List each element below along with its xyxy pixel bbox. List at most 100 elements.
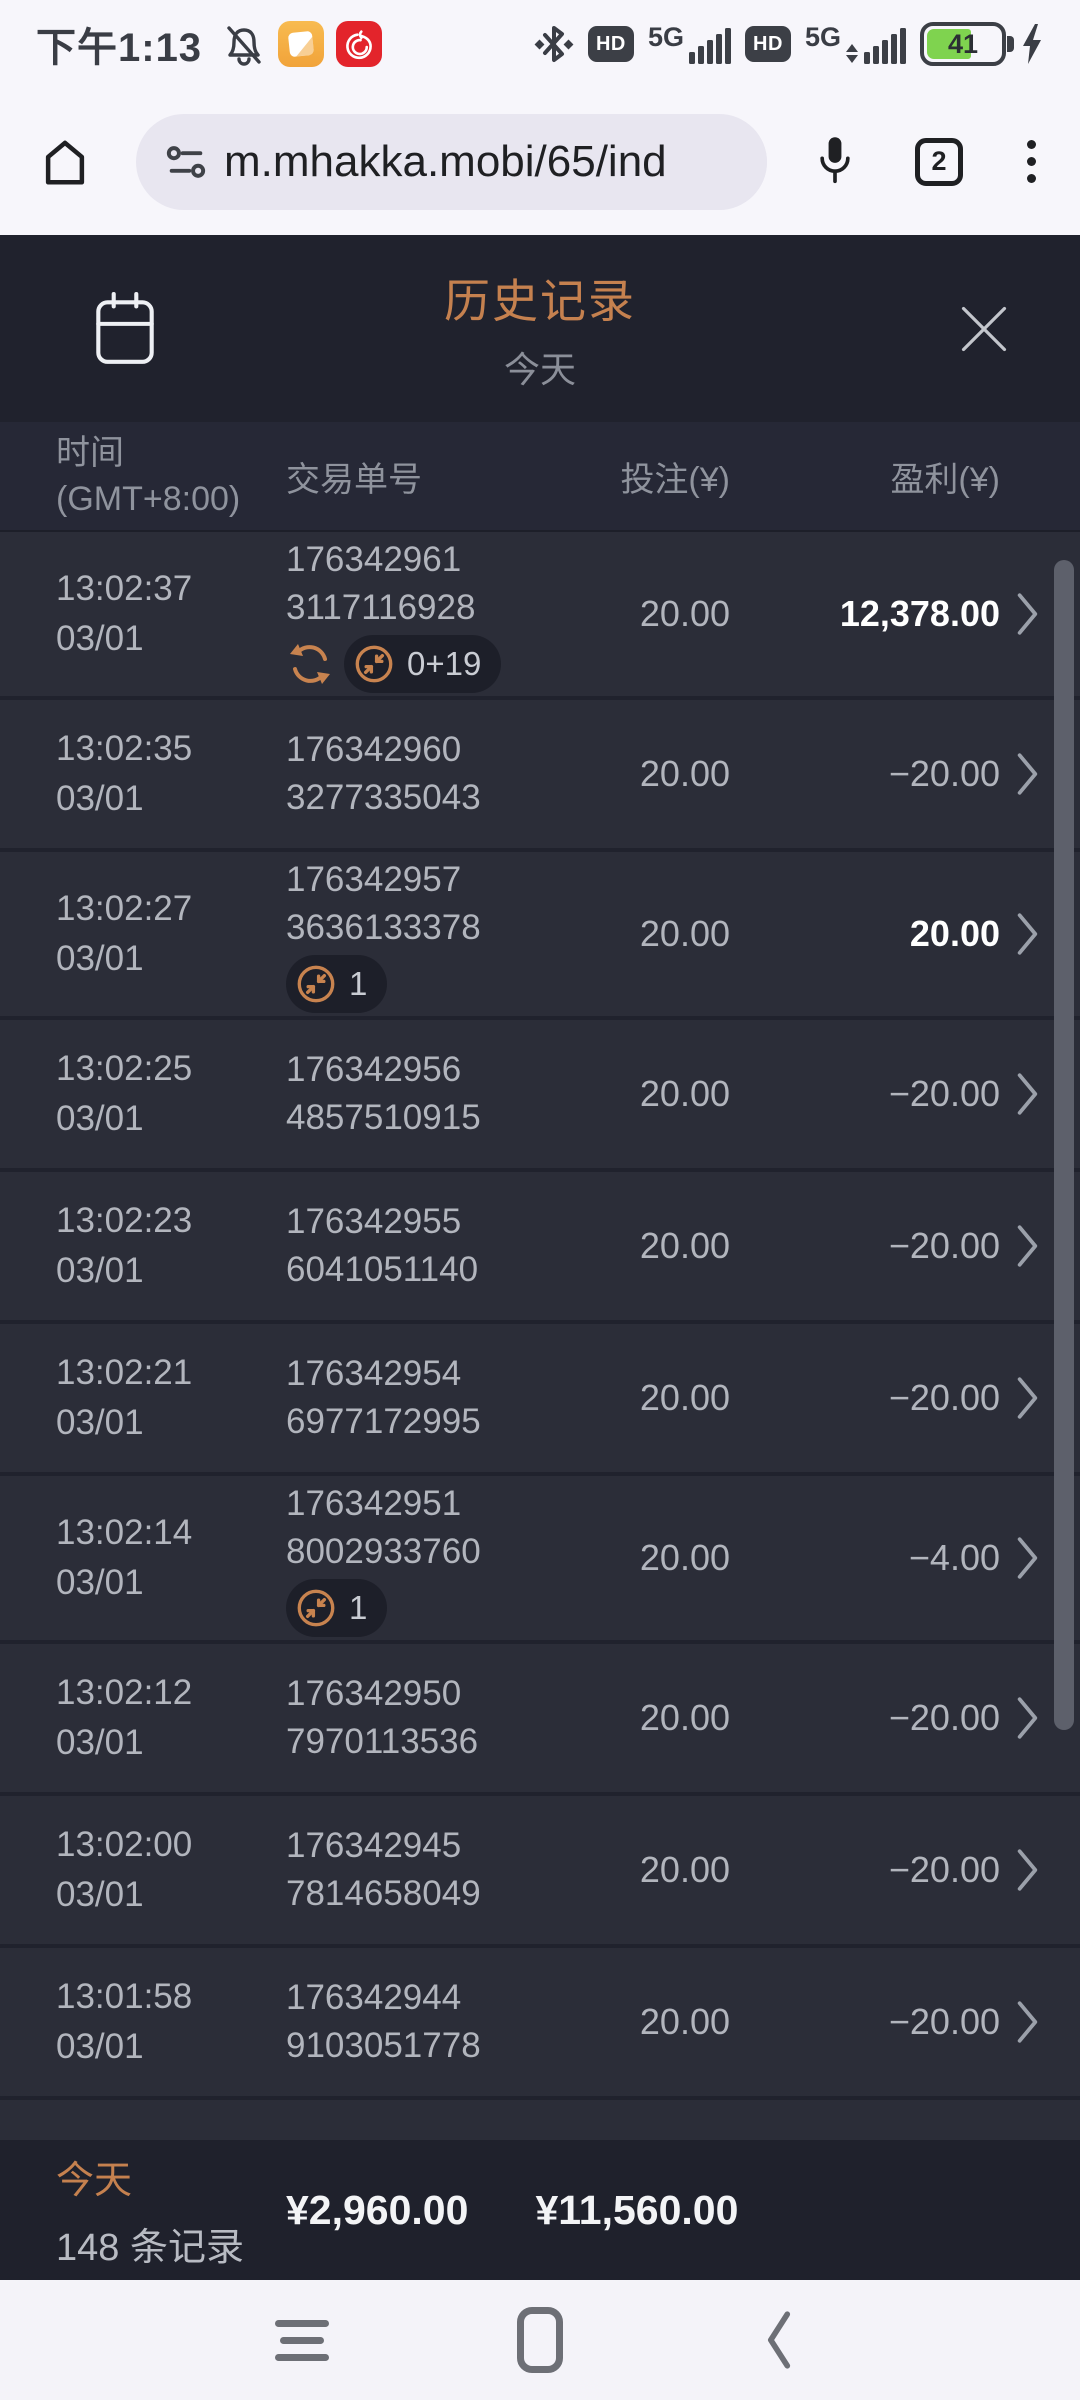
signal-sim1: 5G <box>648 24 731 64</box>
date-value: 03/01 <box>56 1875 144 1914</box>
combo-badge: 0+19 <box>344 635 502 693</box>
row-chevron <box>1000 1999 1056 2045</box>
record-row[interactable]: 13:01:58 03/01 176342944 9103051778 20.0… <box>0 1948 1080 2100</box>
battery-fill <box>927 29 971 59</box>
chevron-right-icon <box>1017 1377 1038 1419</box>
chevron-right-icon <box>1017 1697 1038 1739</box>
time-value: 13:02:21 <box>56 1353 193 1392</box>
history-modal-header: 历史记录 今天 <box>0 235 1080 422</box>
date-value: 03/01 <box>56 1403 144 1442</box>
order-id-line2: 7970113536 <box>286 1722 479 1761</box>
order-id-line2: 6977172995 <box>286 1402 481 1441</box>
recents-button[interactable] <box>274 2305 330 2375</box>
record-time-cell: 13:02:27 03/01 <box>56 884 286 984</box>
page-info-icon[interactable] <box>164 140 208 184</box>
order-id-line2: 9103051778 <box>286 2026 481 2065</box>
battery-percent: 41 <box>947 28 979 59</box>
order-id-line2: 7814658049 <box>286 1874 481 1913</box>
combo-icon <box>297 1589 335 1627</box>
date-value: 03/01 <box>56 1563 144 1602</box>
profit-value: −20.00 <box>888 1225 1000 1266</box>
scrollbar-thumb[interactable] <box>1054 560 1074 1730</box>
record-row[interactable]: 13:02:12 03/01 176342950 7970113536 20.0… <box>0 1644 1080 1796</box>
chevron-right-icon <box>1017 1225 1038 1267</box>
chevron-right-icon <box>1017 753 1038 795</box>
profit-value: −20.00 <box>888 1073 1000 1114</box>
profit-value: −20.00 <box>888 1697 1000 1738</box>
badge-row: 1 <box>286 1579 580 1637</box>
date-value: 03/01 <box>56 1723 144 1762</box>
record-row[interactable]: 13:02:00 03/01 176342945 7814658049 20.0… <box>0 1796 1080 1948</box>
profit-value: −20.00 <box>888 1849 1000 1890</box>
signal-bars-icon-2 <box>864 24 906 64</box>
browser-menu-button[interactable] <box>1021 134 1042 189</box>
order-id-line1: 176342951 <box>286 1484 462 1523</box>
calendar-button[interactable] <box>92 290 158 368</box>
close-button[interactable] <box>950 295 1018 363</box>
chevron-right-icon <box>1017 1073 1038 1115</box>
badge-count-label: 0+19 <box>407 645 482 682</box>
record-row[interactable]: 13:02:23 03/01 176342955 6041051140 20.0… <box>0 1172 1080 1324</box>
record-row[interactable]: 13:02:25 03/01 176342956 4857510915 20.0… <box>0 1020 1080 1172</box>
home-button[interactable] <box>38 135 92 189</box>
record-order-cell: 176342956 4857510915 <box>286 1046 580 1142</box>
order-id-line2: 3277335043 <box>286 778 481 817</box>
modal-subtitle: 今天 <box>503 348 576 390</box>
order-id-line1: 176342957 <box>286 860 462 899</box>
time-value: 13:02:00 <box>56 1825 193 1864</box>
bet-value: 20.00 <box>639 1073 730 1114</box>
profit-value: −20.00 <box>888 1377 1000 1418</box>
summary-totals: ¥2,960.00 ¥11,560.00 <box>286 2187 738 2234</box>
music-app-icon <box>336 21 383 67</box>
record-time-cell: 13:02:37 03/01 <box>56 564 286 664</box>
record-order-cell: 176342954 6977172995 <box>286 1350 580 1446</box>
record-order-cell: 176342955 6041051140 <box>286 1198 580 1294</box>
bet-value: 20.00 <box>639 2001 730 2042</box>
voice-search-button[interactable] <box>813 133 857 191</box>
order-id-line1: 176342945 <box>286 1826 462 1865</box>
time-value: 13:02:25 <box>56 1049 193 1088</box>
url-bar[interactable]: m.mhakka.mobi/65/ind <box>136 113 767 210</box>
record-row[interactable]: 13:02:14 03/01 176342951 8002933760 1 20… <box>0 1476 1080 1644</box>
time-value: 13:02:35 <box>56 729 193 768</box>
time-value: 13:02:12 <box>56 1673 193 1712</box>
record-order-cell: 176342944 9103051778 <box>286 1974 580 2070</box>
row-chevron <box>1000 1375 1056 1421</box>
row-chevron <box>1000 1535 1056 1581</box>
order-id-line1: 176342961 <box>286 540 462 579</box>
row-chevron <box>1000 591 1056 637</box>
row-chevron <box>1000 1847 1056 1893</box>
profit-value: −20.00 <box>888 753 1000 794</box>
record-row[interactable]: 13:02:27 03/01 176342957 3636133378 1 20… <box>0 852 1080 1020</box>
record-order-cell: 176342951 8002933760 1 <box>286 1480 580 1637</box>
combo-icon <box>355 645 393 683</box>
combo-badge: 1 <box>286 955 388 1013</box>
record-time-cell: 13:02:25 03/01 <box>56 1044 286 1144</box>
record-order-cell: 176342961 3117116928 0+19 <box>286 536 580 693</box>
record-order-cell: 176342950 7970113536 <box>286 1670 580 1766</box>
record-row[interactable]: 13:02:35 03/01 176342960 3277335043 20.0… <box>0 700 1080 852</box>
back-button[interactable] <box>750 2305 806 2375</box>
time-value: 13:02:23 <box>56 1201 193 1240</box>
record-row[interactable]: 13:02:37 03/01 176342961 3117116928 0+19… <box>0 532 1080 700</box>
order-id-line1: 176342944 <box>286 1978 462 2017</box>
order-id-line1: 176342955 <box>286 1202 462 1241</box>
android-nav-bar <box>0 2280 1080 2400</box>
home-nav-button[interactable] <box>512 2305 568 2375</box>
profit-value: 20.00 <box>909 913 1000 954</box>
combo-icon <box>297 965 335 1003</box>
record-row[interactable]: 13:02:21 03/01 176342954 6977172995 20.0… <box>0 1324 1080 1476</box>
tab-switcher-button[interactable]: 2 <box>915 137 963 186</box>
hd-voice-badge: HD <box>587 26 634 62</box>
order-id-line2: 4857510915 <box>286 1098 481 1137</box>
date-value: 03/01 <box>56 939 144 978</box>
date-value: 03/01 <box>56 619 144 658</box>
order-id-line1: 176342954 <box>286 1354 462 1393</box>
order-id-line2: 3117116928 <box>286 588 476 627</box>
summary-label: 今天 <box>56 2160 133 2202</box>
charging-icon <box>1020 23 1044 65</box>
order-id-line1: 176342950 <box>286 1674 462 1713</box>
profit-value: −20.00 <box>888 2001 1000 2042</box>
profit-value: −4.00 <box>908 1537 1000 1578</box>
status-clock: 下午1:13 <box>36 26 203 70</box>
